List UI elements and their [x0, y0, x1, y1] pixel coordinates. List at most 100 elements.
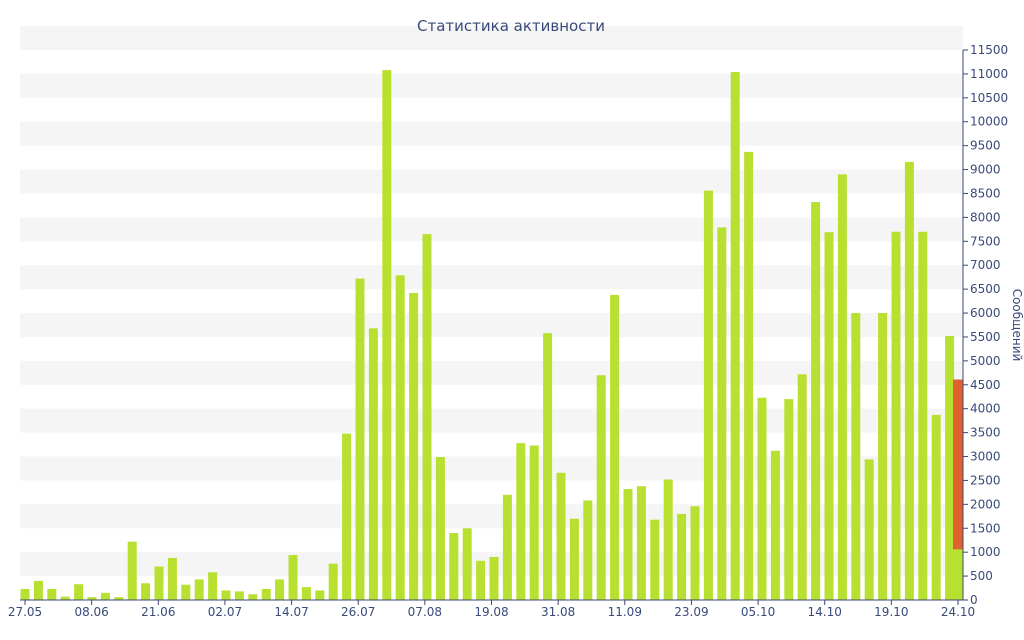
bar — [47, 589, 57, 600]
y-tick-label: 6500 — [970, 282, 1001, 296]
bar — [610, 294, 620, 600]
x-tick-label: 02.07 — [208, 605, 242, 619]
bar-highlight — [953, 379, 963, 600]
bar — [953, 549, 963, 600]
x-tick-label: 08.06 — [74, 605, 108, 619]
y-tick-label: 8000 — [970, 210, 1001, 224]
grid-band — [20, 265, 963, 290]
bar — [851, 313, 861, 600]
y-tick-label: 1500 — [970, 521, 1001, 535]
bar — [770, 450, 780, 600]
grid-band — [20, 360, 963, 385]
x-tick-label: 24.10 — [941, 605, 975, 619]
bar — [194, 579, 204, 600]
bar — [891, 231, 901, 600]
bar — [837, 174, 847, 600]
bar — [154, 566, 164, 600]
y-tick-label: 8500 — [970, 186, 1001, 200]
y-tick-label: 0 — [970, 593, 978, 607]
bar — [409, 292, 419, 600]
bar — [636, 486, 646, 600]
y-tick-label: 11500 — [970, 43, 1008, 57]
x-tick-label: 05.10 — [741, 605, 775, 619]
bar — [489, 556, 499, 600]
bar — [516, 443, 526, 600]
x-tick-label: 21.06 — [141, 605, 175, 619]
bar — [583, 500, 593, 600]
bar — [797, 374, 807, 600]
y-tick-label: 5500 — [970, 330, 1001, 344]
bar — [301, 587, 311, 600]
bar — [650, 519, 660, 600]
grid-band — [20, 313, 963, 337]
bar — [167, 557, 177, 600]
bar — [100, 592, 110, 600]
bar — [449, 533, 459, 600]
bar — [208, 572, 218, 600]
y-tick-label: 11000 — [970, 67, 1008, 81]
y-tick-label: 9500 — [970, 139, 1001, 153]
bar — [476, 560, 486, 600]
y-tick-label: 1000 — [970, 545, 1001, 559]
bar — [717, 227, 727, 600]
y-tick-label: 10500 — [970, 91, 1008, 105]
bar — [20, 589, 30, 600]
bar — [342, 433, 352, 600]
y-axis-ticks: 0 500 1000 1500 2000 2500 3000 3500 4000 4500 5000… — [963, 43, 1008, 607]
bar — [556, 472, 566, 600]
y-tick-label: 4500 — [970, 378, 1001, 392]
chart-title: Статистика активности — [417, 17, 605, 35]
y-tick-label: 9000 — [970, 163, 1001, 177]
grid-band — [20, 121, 963, 146]
bar — [382, 70, 392, 600]
bar — [261, 589, 271, 600]
bar — [355, 278, 365, 600]
bars-group — [20, 70, 963, 601]
y-tick-label: 7500 — [970, 234, 1001, 248]
bar — [221, 590, 231, 600]
x-tick-label: 11.09 — [608, 605, 642, 619]
bar — [690, 506, 700, 600]
bar — [744, 151, 754, 600]
bar — [918, 231, 928, 600]
bar — [703, 190, 713, 600]
bar — [234, 591, 244, 600]
y-tick-label: 6000 — [970, 306, 1001, 320]
bar — [529, 445, 539, 600]
bar — [422, 234, 432, 600]
bar — [931, 414, 941, 600]
bar — [74, 584, 84, 600]
x-tick-label: 14.07 — [274, 605, 308, 619]
x-tick-label: 27.05 — [8, 605, 42, 619]
y-tick-label: 2500 — [970, 473, 1001, 487]
bar — [663, 479, 673, 600]
bar — [248, 594, 258, 600]
bar — [757, 397, 767, 600]
grid-band — [20, 504, 963, 529]
bar — [127, 541, 137, 600]
grid-bands — [20, 26, 963, 577]
bar — [596, 375, 606, 600]
y-tick-label: 3000 — [970, 450, 1001, 464]
y-tick-label: 3500 — [970, 426, 1001, 440]
grid-band — [20, 408, 963, 433]
bar — [33, 580, 43, 600]
x-tick-label: 31.08 — [541, 605, 575, 619]
grid-band — [20, 26, 963, 50]
grid-band — [20, 169, 963, 194]
x-tick-label: 26.07 — [341, 605, 375, 619]
bar — [435, 457, 445, 600]
bar — [114, 597, 124, 600]
bar — [945, 336, 955, 600]
bar — [181, 584, 191, 600]
bar — [328, 563, 338, 600]
bar — [462, 528, 472, 600]
bar — [569, 518, 579, 600]
bar — [60, 596, 70, 600]
bar — [623, 489, 633, 600]
grid-band — [20, 73, 963, 98]
y-tick-label: 2000 — [970, 497, 1001, 511]
x-tick-label: 14.10 — [808, 605, 842, 619]
bar — [811, 202, 821, 600]
x-axis-ticks: 27.05 08.06 21.06 02.07 14.07 26.07 07.08 19.08… — [8, 600, 975, 619]
